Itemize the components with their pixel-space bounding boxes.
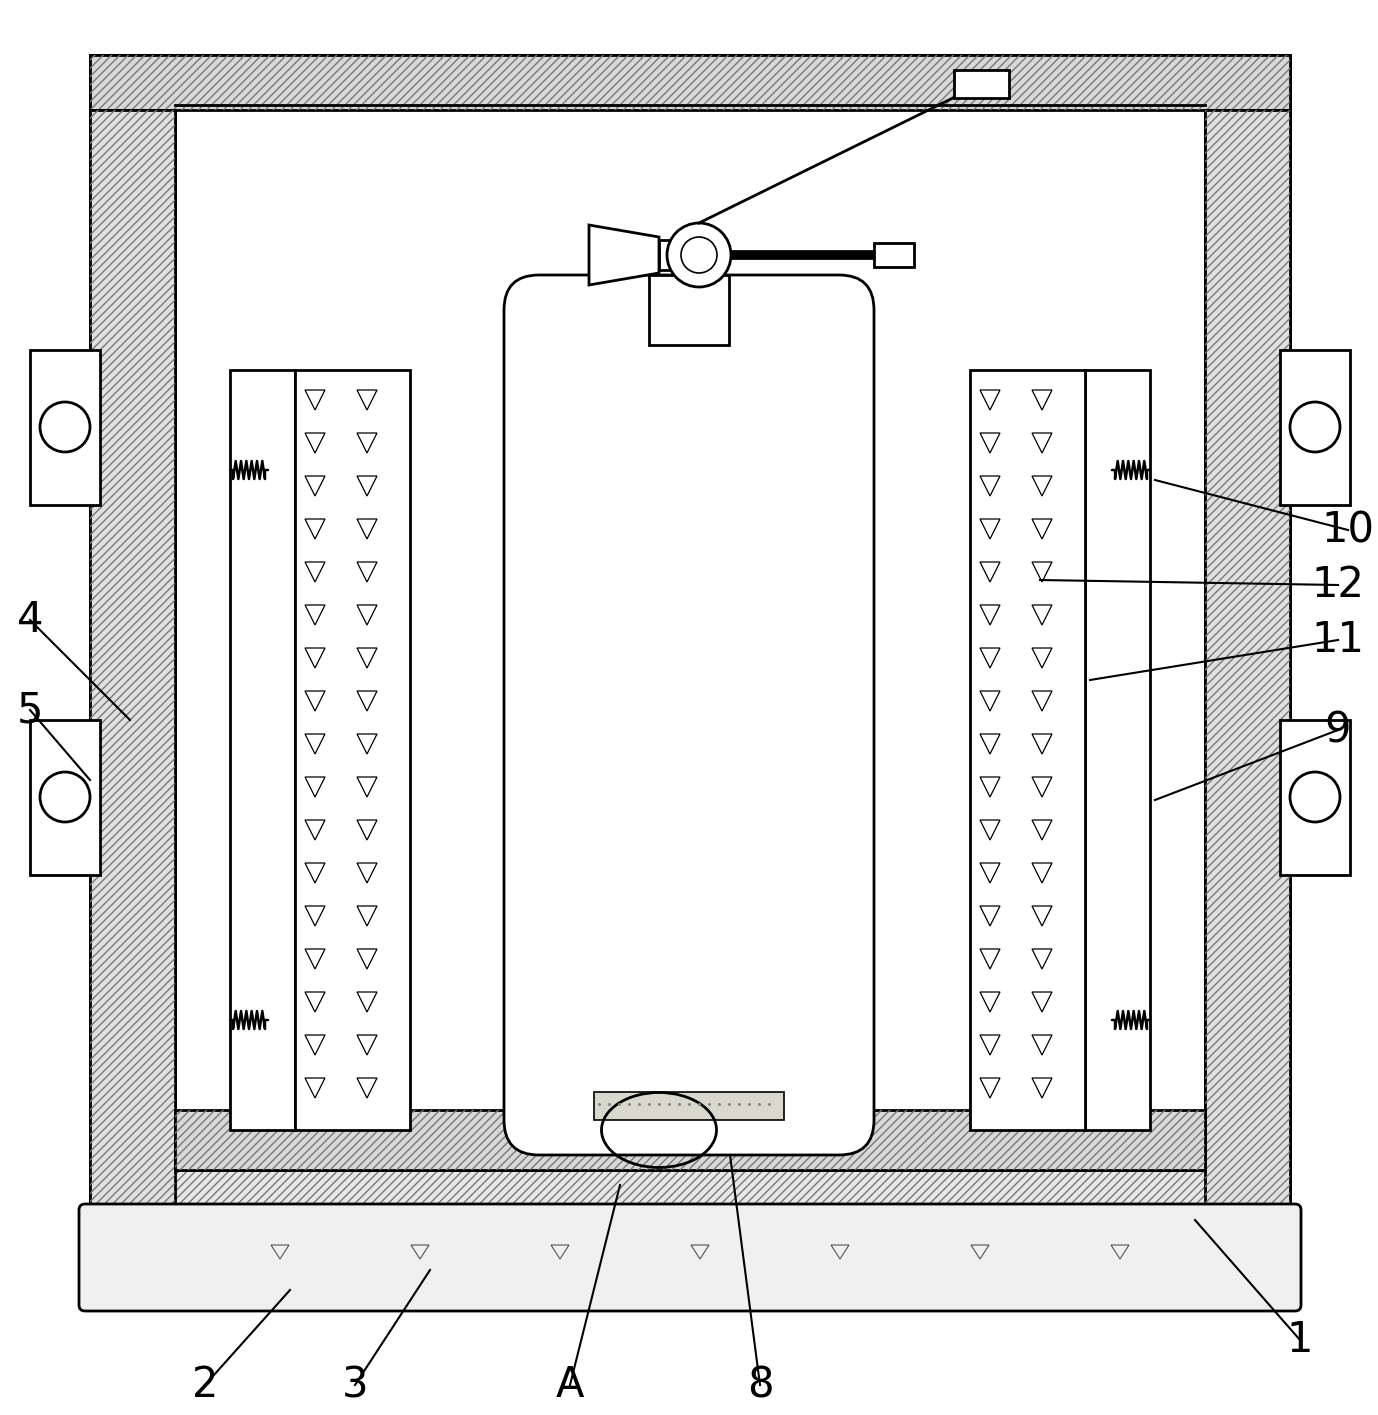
Text: A: A [555,1364,584,1407]
Circle shape [1290,402,1339,451]
Bar [954,69,1009,98]
Bar [230,369,295,1131]
Polygon shape [588,225,659,284]
Bar [90,110,175,1220]
Bar [1280,720,1350,874]
Circle shape [40,402,90,451]
Bar [874,243,914,267]
Bar [175,1109,1204,1170]
Bar [1204,110,1290,1220]
Text: 1: 1 [1287,1319,1313,1361]
Bar [1280,350,1350,505]
Bar [90,55,1290,110]
Circle shape [667,224,730,287]
FancyBboxPatch shape [504,275,874,1155]
Bar [970,369,1084,1131]
Text: 10: 10 [1322,509,1374,550]
Circle shape [681,236,717,273]
Bar [175,1109,1204,1170]
Bar [175,105,1204,1170]
Circle shape [40,773,90,822]
Bar [1084,369,1151,1131]
Text: 3: 3 [342,1364,368,1407]
Circle shape [1290,773,1339,822]
Text: 2: 2 [192,1364,218,1407]
Text: 4: 4 [17,599,43,641]
Bar [295,369,411,1131]
Bar [659,241,719,270]
Text: 8: 8 [747,1364,773,1407]
Bar [1204,110,1290,1220]
Text: 12: 12 [1312,565,1364,606]
Text: 5: 5 [17,689,43,732]
Bar [90,55,1290,1220]
Bar [30,350,101,505]
Bar [30,720,101,874]
Text: 9: 9 [1324,709,1352,751]
Text: 11: 11 [1312,618,1364,661]
Bar [649,275,729,345]
Bar [90,55,1290,1220]
Bar [90,110,175,1220]
Bar [594,1092,784,1121]
FancyBboxPatch shape [79,1204,1301,1312]
Bar [90,55,1290,110]
